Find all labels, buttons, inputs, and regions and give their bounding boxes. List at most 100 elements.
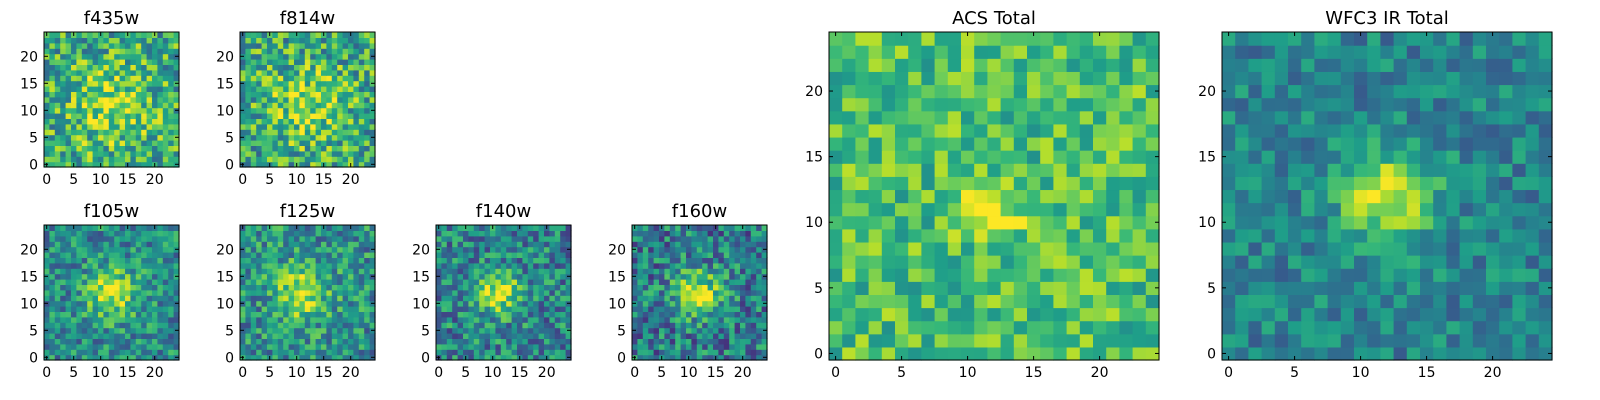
heatmap-cell bbox=[1301, 347, 1315, 361]
heatmap-cell bbox=[240, 129, 246, 135]
heatmap-cell bbox=[549, 306, 555, 312]
heatmap-cell bbox=[310, 230, 316, 236]
heatmap-cell bbox=[267, 344, 273, 350]
heatmap-cell bbox=[485, 268, 491, 274]
heatmap-cell bbox=[895, 334, 909, 348]
heatmap-cell bbox=[1499, 281, 1513, 295]
heatmap-cell bbox=[310, 322, 316, 328]
heatmap-cell bbox=[1328, 216, 1342, 230]
heatmap-cell bbox=[485, 252, 491, 258]
heatmap-cell bbox=[1119, 281, 1133, 295]
heatmap-cell bbox=[756, 268, 762, 274]
heatmap-cell bbox=[316, 290, 322, 296]
heatmap-cell bbox=[718, 311, 724, 317]
heatmap-cell bbox=[740, 311, 746, 317]
heatmap-cell bbox=[648, 230, 654, 236]
heatmap-cell bbox=[908, 216, 922, 230]
heatmap-cell bbox=[114, 151, 120, 157]
heatmap-cell bbox=[141, 268, 147, 274]
heatmap-cell bbox=[141, 113, 147, 119]
heatmap-cell bbox=[447, 257, 453, 263]
heatmap-cell bbox=[98, 241, 104, 247]
heatmap-cell bbox=[152, 328, 158, 334]
heatmap-cell bbox=[316, 247, 322, 253]
heatmap-cell bbox=[1486, 229, 1500, 243]
heatmap-cell bbox=[948, 58, 962, 72]
heatmap-cell bbox=[147, 113, 153, 119]
heatmap-cell bbox=[44, 306, 50, 312]
heatmap-cell bbox=[321, 59, 327, 65]
heatmap-cell bbox=[436, 263, 442, 269]
heatmap-cell bbox=[697, 252, 703, 258]
heatmap-cell bbox=[490, 295, 496, 301]
heatmap-cell bbox=[1275, 294, 1289, 308]
heatmap-cell bbox=[262, 322, 268, 328]
heatmap-cell bbox=[1040, 84, 1054, 98]
heatmap-cell bbox=[908, 124, 922, 138]
heatmap-cell bbox=[681, 338, 687, 344]
heatmap-cell bbox=[163, 113, 169, 119]
heatmap-cell bbox=[637, 295, 643, 301]
heatmap-cell bbox=[299, 32, 305, 38]
heatmap-cell bbox=[855, 347, 869, 361]
heatmap-cell bbox=[251, 151, 257, 157]
heatmap-cell bbox=[1106, 308, 1120, 322]
heatmap-cell bbox=[1001, 137, 1015, 151]
heatmap-cell bbox=[908, 308, 922, 322]
heatmap-cell bbox=[544, 344, 550, 350]
heatmap-cell bbox=[1067, 150, 1081, 164]
heatmap-cell bbox=[560, 236, 566, 242]
heatmap-cell bbox=[659, 290, 665, 296]
heatmap-cell bbox=[326, 247, 332, 253]
heatmap-cell bbox=[447, 268, 453, 274]
heatmap-cell bbox=[125, 113, 131, 119]
heatmap-cell bbox=[654, 279, 660, 285]
heatmap-cell bbox=[305, 156, 311, 162]
heatmap-cell bbox=[294, 284, 300, 290]
heatmap-cell bbox=[549, 333, 555, 339]
heatmap-cell bbox=[256, 241, 262, 247]
heatmap-cell bbox=[55, 317, 61, 323]
heatmap-cell bbox=[98, 247, 104, 253]
heatmap-cell bbox=[353, 124, 359, 130]
heatmap-cell bbox=[691, 333, 697, 339]
heatmap-cell bbox=[447, 290, 453, 296]
heatmap-cell bbox=[157, 344, 163, 350]
heatmap-cell bbox=[168, 64, 174, 70]
heatmap-cell bbox=[751, 344, 757, 350]
heatmap-cell bbox=[168, 135, 174, 141]
heatmap-cell bbox=[147, 140, 153, 146]
heatmap-cell bbox=[316, 124, 322, 130]
heatmap-cell bbox=[348, 43, 354, 49]
heatmap-cell bbox=[522, 268, 528, 274]
heatmap-cell bbox=[316, 108, 322, 114]
heatmap-cell bbox=[1133, 242, 1147, 256]
heatmap-cell bbox=[539, 252, 545, 258]
heatmap-cell bbox=[555, 301, 561, 307]
heatmap-cell bbox=[654, 333, 660, 339]
heatmap-cell bbox=[44, 97, 50, 103]
heatmap-cell bbox=[305, 129, 311, 135]
heatmap-cell bbox=[310, 140, 316, 146]
heatmap-cell bbox=[55, 225, 61, 231]
heatmap-cell bbox=[1080, 189, 1094, 203]
heatmap-cell bbox=[157, 59, 163, 65]
heatmap-cell bbox=[549, 252, 555, 258]
heatmap-cell bbox=[120, 301, 126, 307]
heatmap-cell bbox=[289, 268, 295, 274]
heatmap-cell bbox=[49, 70, 55, 76]
heatmap-cell bbox=[49, 322, 55, 328]
heatmap-cell bbox=[1314, 163, 1328, 177]
heatmap-cell bbox=[1262, 321, 1276, 335]
heatmap-cell bbox=[256, 113, 262, 119]
heatmap-cell bbox=[262, 156, 268, 162]
heatmap-cell bbox=[935, 308, 949, 322]
heatmap-cell bbox=[262, 91, 268, 97]
heatmap-cell bbox=[278, 70, 284, 76]
heatmap-cell bbox=[136, 268, 142, 274]
heatmap-cell bbox=[1499, 242, 1513, 256]
heatmap-cell bbox=[1526, 308, 1540, 322]
heatmap-cell bbox=[245, 295, 251, 301]
heatmap-cell bbox=[686, 317, 692, 323]
heatmap-cell bbox=[157, 311, 163, 317]
